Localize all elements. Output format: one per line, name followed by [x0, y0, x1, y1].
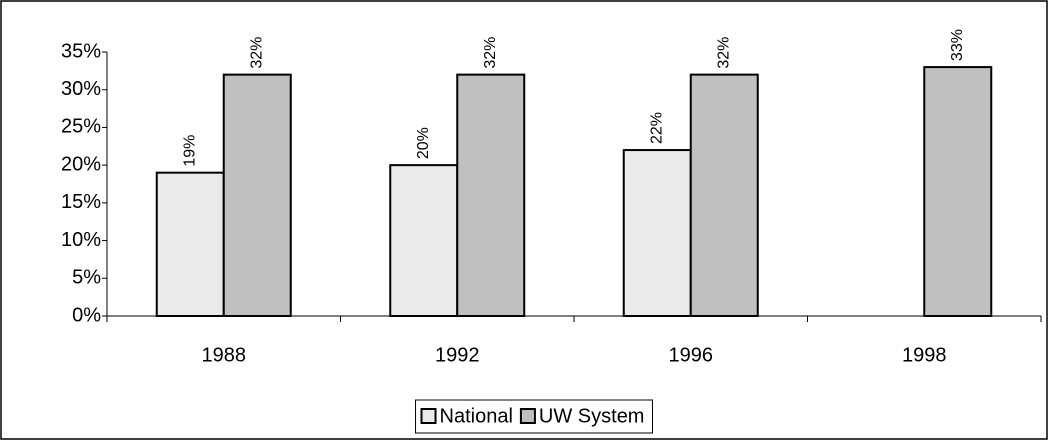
bar	[622, 149, 692, 317]
data-label: 32%	[715, 37, 732, 69]
legend-label: National	[440, 405, 513, 427]
y-tick-label: 0%	[72, 304, 101, 326]
x-tick-label: 1996	[669, 344, 714, 366]
bar	[689, 73, 759, 317]
y-tick-label: 10%	[61, 229, 101, 251]
bar	[389, 164, 459, 317]
bar	[222, 73, 292, 317]
x-tick-label: 1992	[435, 344, 480, 366]
legend: National UW System	[415, 399, 653, 434]
bar	[923, 66, 993, 318]
y-tick-label: 30%	[61, 78, 101, 100]
legend-swatch	[519, 408, 536, 424]
data-label: 33%	[949, 29, 966, 61]
y-tick-label: 15%	[61, 191, 101, 213]
y-tick-label: 25%	[61, 116, 101, 138]
legend-label: UW System	[539, 405, 645, 427]
x-tick-label: 1988	[202, 344, 247, 366]
data-label: 32%	[482, 37, 499, 69]
bar	[155, 171, 225, 317]
y-tick-label: 5%	[72, 267, 101, 289]
data-label: 32%	[248, 37, 265, 69]
y-tick-label: 20%	[61, 153, 101, 175]
y-tick-label: 35%	[61, 40, 101, 62]
data-label: 19%	[181, 135, 198, 167]
bar	[456, 73, 526, 317]
data-label: 20%	[415, 127, 432, 159]
legend-swatch	[420, 408, 437, 424]
x-tick-label: 1998	[902, 344, 947, 366]
data-label: 22%	[648, 112, 665, 144]
